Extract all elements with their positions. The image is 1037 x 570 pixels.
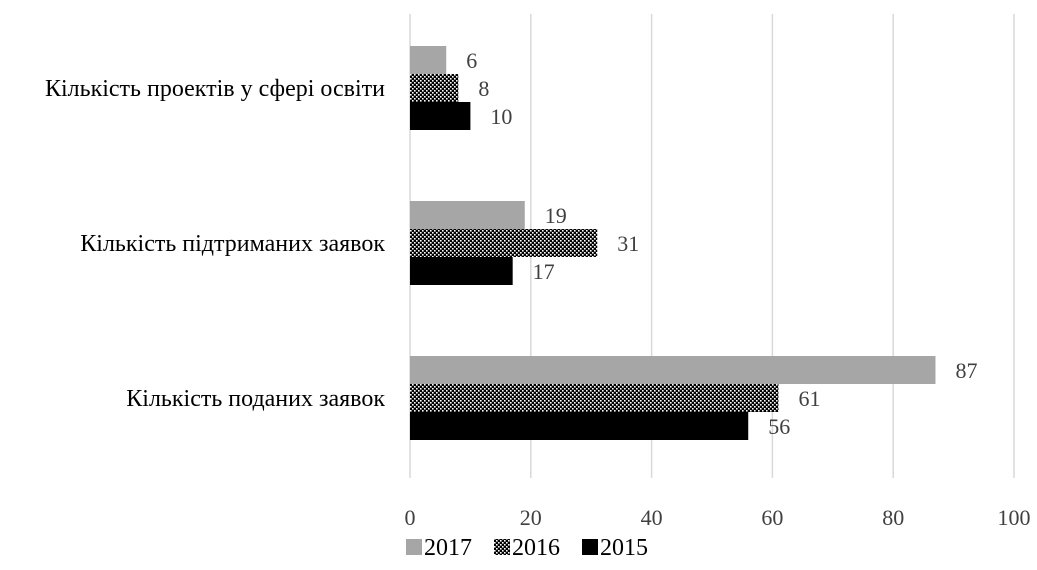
data-label: 19 xyxy=(545,203,567,228)
bar-2016 xyxy=(410,229,598,257)
x-tick-label: 20 xyxy=(520,505,542,530)
data-label: 17 xyxy=(533,259,555,284)
bar-2016 xyxy=(410,384,779,412)
bar-2015 xyxy=(410,412,749,440)
x-tick-label: 0 xyxy=(405,505,416,530)
bar-2016 xyxy=(410,74,459,102)
legend: 2017 2016 2015 xyxy=(406,535,648,561)
legend-label: 2016 xyxy=(512,535,560,561)
bar-2015 xyxy=(410,102,471,130)
category-label: Кількість підтриманих заявок xyxy=(80,231,385,257)
x-tick-label: 40 xyxy=(641,505,663,530)
legend-label: 2015 xyxy=(600,535,648,561)
data-label: 31 xyxy=(617,231,639,256)
bar-2017 xyxy=(410,46,447,74)
bars xyxy=(410,46,936,440)
x-tick-label: 80 xyxy=(882,505,904,530)
x-axis-ticks: 0 20 40 60 80 100 xyxy=(405,505,1031,530)
data-label: 87 xyxy=(955,358,977,383)
bar-2017 xyxy=(410,201,525,229)
legend-swatch-2016 xyxy=(494,539,510,555)
x-tick-label: 60 xyxy=(761,505,783,530)
bar-2015 xyxy=(410,257,513,285)
category-label: Кількість проектів у сфері освіти xyxy=(45,76,385,102)
legend-swatch-2015 xyxy=(582,539,598,555)
legend-swatch-2017 xyxy=(406,539,422,555)
x-tick-label: 100 xyxy=(998,505,1031,530)
data-label: 10 xyxy=(490,104,512,129)
legend-label: 2017 xyxy=(424,535,472,561)
category-labels: Кількість проектів у сфері освіти Кількіс… xyxy=(45,76,385,412)
data-label: 6 xyxy=(466,48,477,73)
data-label: 8 xyxy=(478,76,489,101)
bar-2017 xyxy=(410,356,936,384)
data-label: 61 xyxy=(798,386,820,411)
data-label: 56 xyxy=(768,414,790,439)
category-label: Кількість поданих заявок xyxy=(126,386,385,412)
